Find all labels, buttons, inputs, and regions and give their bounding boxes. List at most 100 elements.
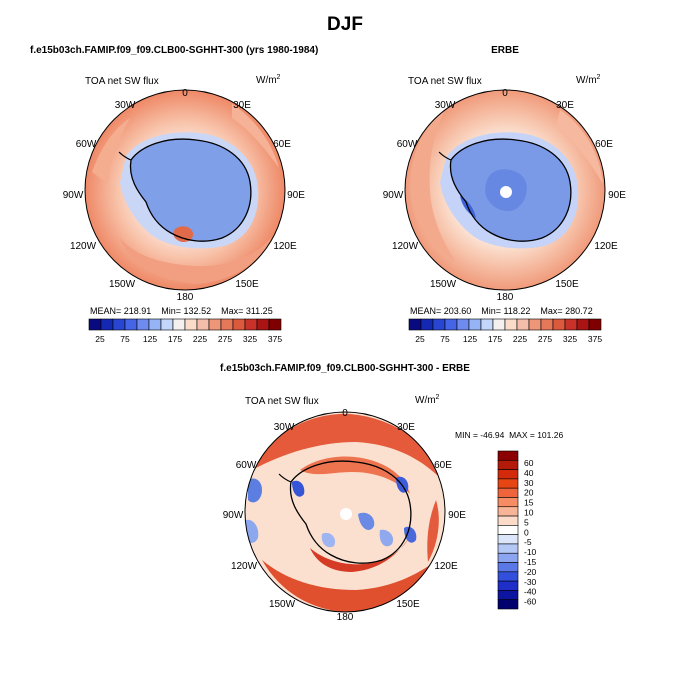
warm-spot	[173, 226, 194, 243]
polar-map-model	[84, 89, 286, 291]
peninsula	[438, 151, 452, 161]
colorbar-label: -30	[524, 577, 537, 587]
longitude-labels: 0 30E 60E 90E 120E 150E 180 150W 120W 90…	[223, 408, 467, 623]
panel-diff-stats: MIN = -46.94 MAX = 101.26	[455, 430, 563, 440]
colorbar-label: 25	[415, 334, 425, 344]
lon-label: 0	[342, 408, 348, 419]
colorbar-label: 40	[524, 468, 534, 478]
lon-label: 90E	[287, 190, 305, 201]
map-border	[404, 89, 606, 291]
diff-positive	[252, 413, 440, 478]
lon-label: 0	[182, 88, 188, 99]
units-exponent: 2	[436, 394, 440, 401]
colorbar-swatch	[528, 318, 542, 331]
colorbar-swatch	[540, 318, 554, 331]
colorbar-label: 125	[143, 334, 157, 344]
colorbar-swatch	[497, 469, 519, 480]
colorbar-label: 325	[563, 334, 577, 344]
colorbar-label: 60	[524, 458, 534, 468]
coastline	[449, 138, 572, 242]
colorbar-label: 25	[95, 334, 105, 344]
panel-model-variable: TOA net SW flux	[85, 76, 159, 87]
panel-diff-title: f.e15b03ch.FAMIP.f09_f09.CLB00-SGHHT-300…	[220, 363, 470, 374]
units-base: W/m	[576, 75, 597, 86]
colorbar-swatch	[588, 318, 602, 331]
colorbar-swatch	[244, 318, 258, 331]
units-base: W/m	[415, 395, 436, 406]
colorbar-swatch	[160, 318, 174, 331]
colorbar-label: -40	[524, 587, 537, 597]
colorbar-swatch	[268, 318, 282, 331]
warm-patch	[92, 118, 130, 184]
colorbar-swatch	[497, 580, 519, 591]
colorbar-label: 15	[524, 498, 534, 508]
diff-negative	[292, 480, 305, 497]
colorbar-swatch	[256, 318, 270, 331]
lon-label: 120W	[392, 241, 419, 252]
colorbar-swatch	[497, 543, 519, 554]
units-base: W/m	[256, 75, 277, 86]
coastline	[289, 460, 412, 564]
lon-label: 0	[502, 88, 508, 99]
lon-label: 30W	[274, 422, 295, 433]
colorbar-label: -60	[524, 597, 537, 607]
antarctica-albedo	[130, 139, 251, 242]
lon-label: 90E	[608, 190, 626, 201]
lon-label: 120E	[434, 561, 458, 572]
page-title: DJF	[327, 14, 363, 35]
colorbar-swatch	[576, 318, 590, 331]
colorbar-swatch	[172, 318, 186, 331]
colorbar-swatch	[497, 497, 519, 508]
colorbar-label: 175	[488, 334, 502, 344]
lon-label: 120E	[594, 241, 618, 252]
colorbar-swatch	[408, 318, 422, 331]
colorbar-swatch	[112, 318, 126, 331]
diff-negative	[404, 526, 417, 543]
units-exponent: 2	[277, 74, 281, 81]
colorbar-swatch	[497, 506, 519, 517]
panel-erbe-title: ERBE	[491, 45, 519, 56]
map-border	[84, 89, 286, 291]
longitude-labels: 0 30E 60E 90E 120E 150E 180 150W 120W 90…	[63, 88, 306, 303]
lon-label: 90W	[383, 190, 404, 201]
diff-negative	[379, 529, 394, 547]
colorbar-swatch	[88, 318, 102, 331]
colorbar-label: 10	[524, 508, 534, 518]
diff-negative	[248, 478, 262, 503]
colorbar-swatch	[497, 487, 519, 498]
lon-label: 150E	[555, 279, 579, 290]
lon-label: 30W	[435, 100, 456, 111]
colorbar-label: 30	[524, 478, 534, 488]
colorbar-swatch	[468, 318, 482, 331]
missing-data-pole	[500, 186, 512, 198]
colorbar-label: 275	[218, 334, 232, 344]
colorbar-label: -10	[524, 547, 537, 557]
map-border	[244, 411, 446, 613]
lon-label: 60E	[595, 139, 613, 150]
warm-patch	[556, 110, 603, 184]
colorbar-label: 225	[193, 334, 207, 344]
lon-label: 120E	[273, 241, 297, 252]
colorbar-swatch	[124, 318, 138, 331]
colorbar-swatch	[497, 590, 519, 601]
lon-label: 150W	[430, 279, 457, 290]
colorbar-label: -20	[524, 567, 537, 577]
lon-label: 60E	[273, 139, 291, 150]
panel-difference: f.e15b03ch.FAMIP.f09_f09.CLB00-SGHHT-300…	[220, 363, 563, 623]
colorbar-swatch	[492, 318, 506, 331]
polar-map-erbe	[404, 89, 606, 291]
diff-negative	[321, 532, 336, 548]
lon-label: 60W	[236, 460, 257, 471]
lon-label: 150E	[235, 279, 259, 290]
warm-patch	[410, 108, 456, 262]
lon-label: 180	[177, 292, 194, 303]
colorbar-swatch	[497, 515, 519, 526]
colorbar-swatch	[497, 525, 519, 535]
missing-data-pole	[340, 508, 352, 520]
colorbar-label: 275	[538, 334, 552, 344]
colorbar-label: 20	[524, 488, 534, 498]
lon-label: 30E	[233, 100, 251, 111]
colorbar-label: 5	[524, 517, 529, 527]
warm-patch	[120, 236, 272, 284]
panel-diff-variable: TOA net SW flux	[245, 396, 319, 407]
